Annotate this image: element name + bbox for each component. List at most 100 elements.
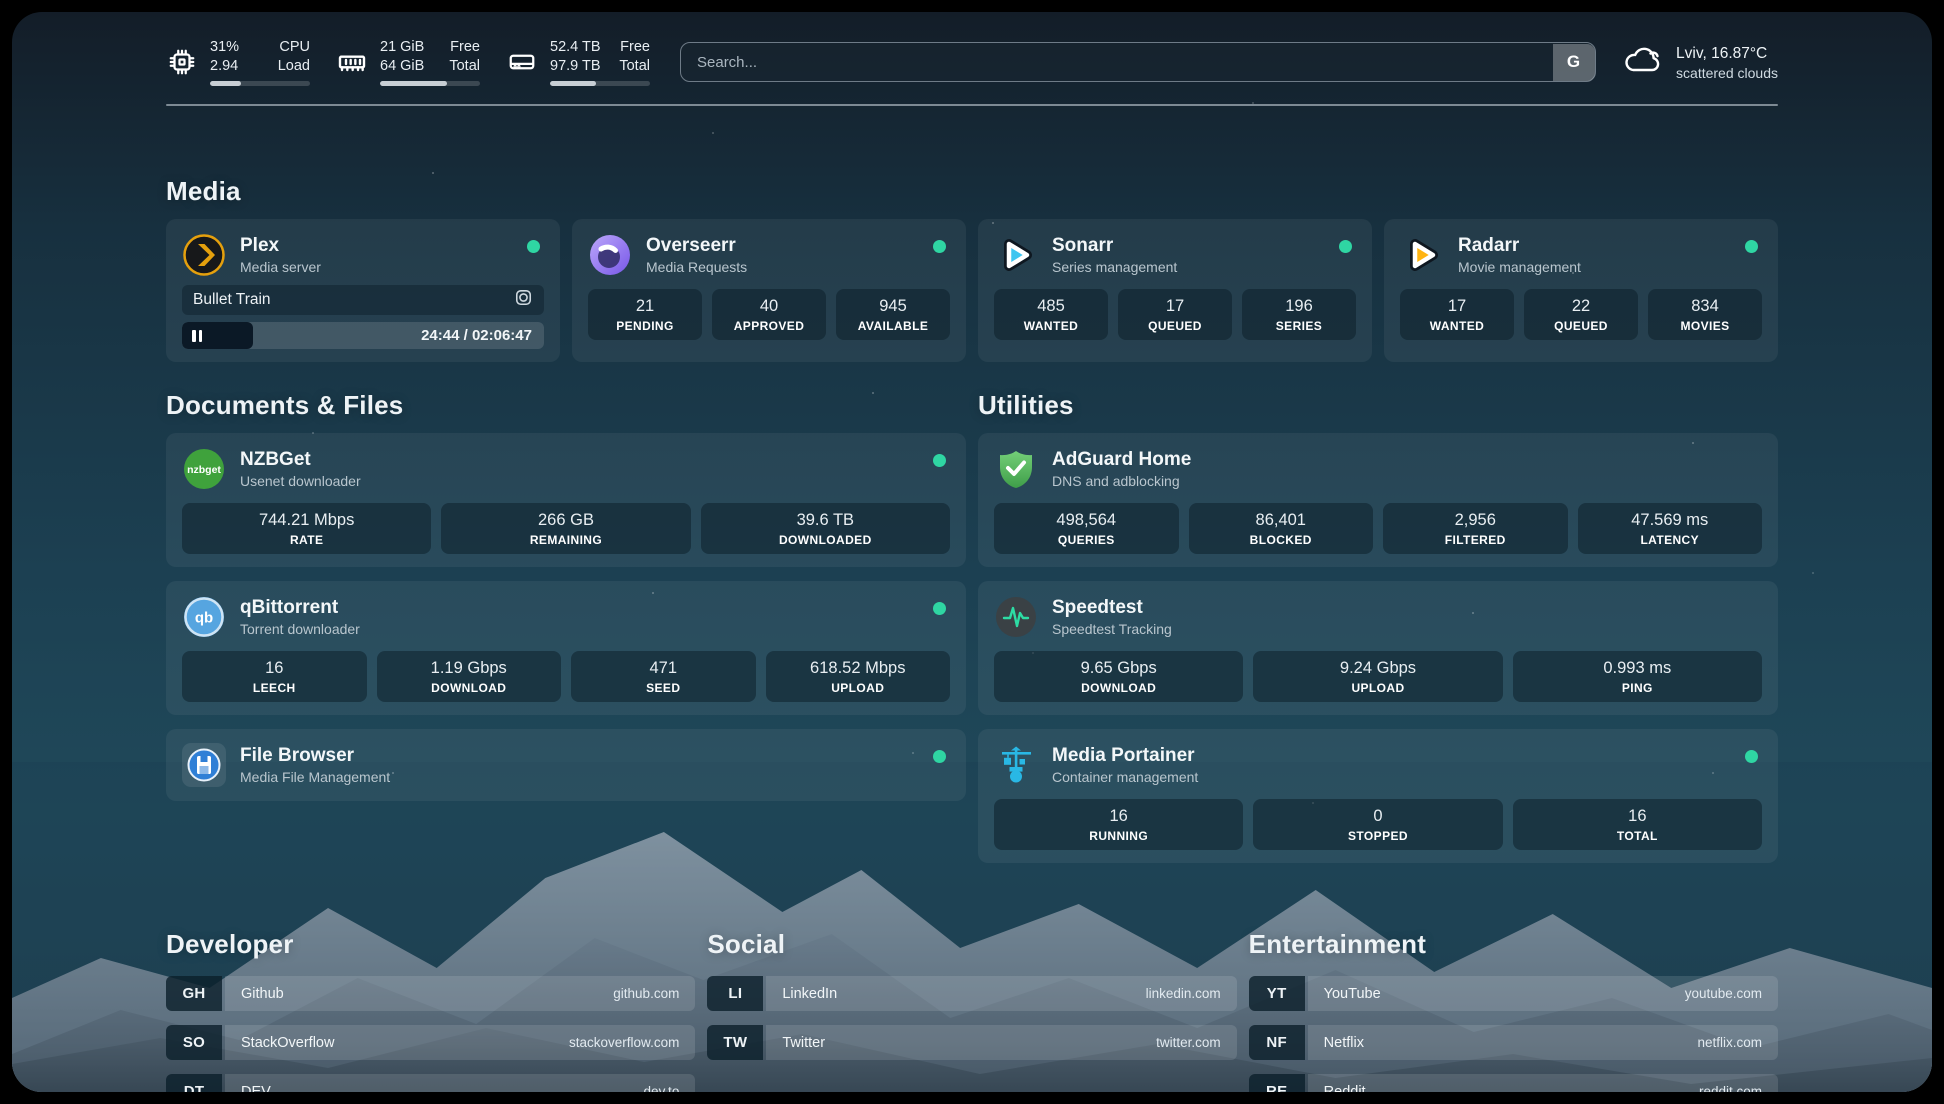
app-name: File Browser bbox=[240, 745, 355, 766]
bookmark-linkedin[interactable]: LI LinkedIn linkedin.com bbox=[707, 976, 1237, 1011]
overseerr-card[interactable]: Overseerr Media Requests 21 PENDING 40 APP… bbox=[572, 219, 966, 362]
stat-value: 47.569 ms bbox=[1631, 511, 1709, 529]
bookmark-url: stackoverflow.com bbox=[569, 1035, 680, 1050]
stat-value: 0.993 ms bbox=[1603, 659, 1672, 677]
weather-widget: Lviv, 16.87°C scattered clouds bbox=[1622, 43, 1778, 82]
bookmark-name: LinkedIn bbox=[782, 985, 838, 1002]
bookmark-name: DEV bbox=[241, 1083, 271, 1093]
bookmark-url: dev.to bbox=[643, 1084, 680, 1092]
stat-box: 9.24 Gbps UPLOAD bbox=[1253, 651, 1503, 702]
stat-box: 21 PENDING bbox=[588, 289, 702, 340]
stat-label: DOWNLOAD bbox=[1081, 681, 1157, 695]
stat-box: 618.52 Mbps UPLOAD bbox=[765, 651, 950, 702]
stat-value: 17 bbox=[1447, 297, 1467, 315]
stat-value: 16 bbox=[1628, 807, 1647, 825]
stat-box: 16 LEECH bbox=[182, 651, 367, 702]
snow-particles bbox=[12, 12, 14, 14]
bookmark-github[interactable]: GH Github github.com bbox=[166, 976, 696, 1011]
app-description: Usenet downloader bbox=[240, 473, 361, 489]
app-description: Media File Management bbox=[240, 769, 391, 785]
overseerr-icon bbox=[588, 233, 632, 277]
stat-value: 22 bbox=[1571, 297, 1591, 315]
bookmark-url: reddit.com bbox=[1698, 1084, 1762, 1092]
stat-value: 618.52 Mbps bbox=[810, 659, 906, 677]
stat-value: 744.21 Mbps bbox=[258, 511, 355, 529]
stat-label: REMAINING bbox=[529, 533, 603, 547]
bookmark-name: Github bbox=[241, 985, 284, 1002]
qbittorrent-icon: qb bbox=[182, 595, 226, 639]
stat-label: LATENCY bbox=[1640, 533, 1700, 547]
bookmark-twitter[interactable]: TW Twitter twitter.com bbox=[707, 1025, 1237, 1060]
now-playing-title: Bullet Train bbox=[193, 291, 271, 308]
qbittorrent-card[interactable]: qb qBittorrent Torrent downloader 16 LEEC… bbox=[166, 581, 966, 715]
status-dot-online bbox=[1745, 750, 1758, 763]
section-title-entertainment: Entertainment bbox=[1248, 929, 1427, 959]
search-input[interactable] bbox=[680, 42, 1597, 82]
stat-label: STOPPED bbox=[1348, 829, 1408, 843]
app-name: Speedtest bbox=[1052, 597, 1143, 618]
svg-text:qb: qb bbox=[195, 610, 213, 627]
filebrowser-icon bbox=[182, 743, 226, 787]
bookmark-stackoverflow[interactable]: SO StackOverflow stackoverflow.com bbox=[166, 1025, 696, 1060]
video-icon bbox=[514, 288, 533, 312]
portainer-card[interactable]: Media Portainer Container management 16 R… bbox=[978, 729, 1778, 863]
memory-free-value: 21 GiB bbox=[380, 39, 425, 55]
portainer-icon bbox=[994, 743, 1038, 787]
stat-value: 17 bbox=[1165, 297, 1185, 315]
stat-value: 9.65 Gbps bbox=[1080, 659, 1157, 677]
bookmark-abbr: TW bbox=[707, 1025, 764, 1060]
storage-free-label: Free bbox=[620, 39, 650, 55]
stat-value: 9.24 Gbps bbox=[1339, 659, 1417, 677]
cpu-icon bbox=[166, 46, 198, 78]
stat-label: QUEUED bbox=[1148, 319, 1202, 333]
app-name: Plex bbox=[240, 235, 280, 256]
stat-value: 471 bbox=[649, 659, 678, 677]
stat-box: 39.6 TB DOWNLOADED bbox=[700, 503, 950, 554]
search-engine-button[interactable]: G bbox=[1552, 43, 1595, 81]
section-title-utilities: Utilities bbox=[978, 390, 1074, 420]
stat-label: FILTERED bbox=[1444, 533, 1506, 547]
nzbget-icon: nzbget bbox=[182, 447, 226, 491]
stat-value: 485 bbox=[1037, 297, 1065, 315]
app-name: Media Portainer bbox=[1052, 745, 1195, 766]
stat-label: APPROVED bbox=[733, 319, 805, 333]
storage-total-label: Total bbox=[619, 58, 650, 74]
bookmark-youtube[interactable]: YT YouTube youtube.com bbox=[1248, 976, 1778, 1011]
sonarr-icon bbox=[994, 233, 1038, 277]
bookmark-abbr: LI bbox=[707, 976, 764, 1011]
stat-label: AVAILABLE bbox=[857, 319, 929, 333]
bookmark-dev[interactable]: DT DEV dev.to bbox=[166, 1074, 696, 1093]
filebrowser-card[interactable]: File Browser Media File Management bbox=[166, 729, 966, 801]
radarr-icon bbox=[1400, 233, 1444, 277]
app-name: Overseerr bbox=[646, 235, 736, 256]
status-dot-online bbox=[933, 240, 946, 253]
nzbget-card[interactable]: nzbget NZBGet Usenet downloader 744.21 M… bbox=[166, 433, 966, 567]
app-description: Container management bbox=[1052, 769, 1199, 785]
memory-widget: 21 GiB Free 64 GiB Total bbox=[336, 38, 480, 86]
cloud-icon bbox=[1622, 43, 1664, 82]
bookmark-netflix[interactable]: NF Netflix netflix.com bbox=[1248, 1025, 1778, 1060]
bookmark-abbr: SO bbox=[166, 1025, 222, 1060]
stat-label: MOVIES bbox=[1680, 319, 1730, 333]
plex-card[interactable]: Plex Media server Bullet Train bbox=[166, 219, 560, 362]
section-title-documents: Documents & Files bbox=[166, 390, 404, 420]
adguard-card[interactable]: AdGuard Home DNS and adblocking 498,564 Q… bbox=[978, 433, 1778, 567]
stat-label: QUERIES bbox=[1057, 533, 1115, 547]
cpu-progress-bar bbox=[210, 81, 310, 86]
weather-condition: scattered clouds bbox=[1676, 64, 1778, 81]
svg-text:nzbget: nzbget bbox=[187, 464, 221, 476]
stat-label: WANTED bbox=[1023, 319, 1079, 333]
section-title-media: Media bbox=[166, 176, 241, 206]
adguard-icon bbox=[994, 447, 1038, 491]
bookmark-reddit[interactable]: RE Reddit reddit.com bbox=[1248, 1074, 1778, 1092]
stat-box: 744.21 Mbps RATE bbox=[182, 503, 432, 554]
stat-value: 16 bbox=[1109, 807, 1128, 825]
speedtest-card[interactable]: Speedtest Speedtest Tracking 9.65 Gbps DO… bbox=[978, 581, 1778, 715]
top-bar: 31% CPU 2.94 Load 21 GiB Free 64 GiB bbox=[166, 38, 1778, 86]
app-name: NZBGet bbox=[240, 449, 311, 470]
radarr-card[interactable]: Radarr Movie management 17 WANTED 22 QUEUE… bbox=[1384, 219, 1778, 362]
stat-label: DOWNLOADED bbox=[778, 533, 872, 547]
bookmark-url: linkedin.com bbox=[1145, 986, 1221, 1001]
cpu-usage-value: 31% bbox=[210, 39, 240, 55]
sonarr-card[interactable]: Sonarr Series management 485 WANTED 17 QUE… bbox=[978, 219, 1372, 362]
